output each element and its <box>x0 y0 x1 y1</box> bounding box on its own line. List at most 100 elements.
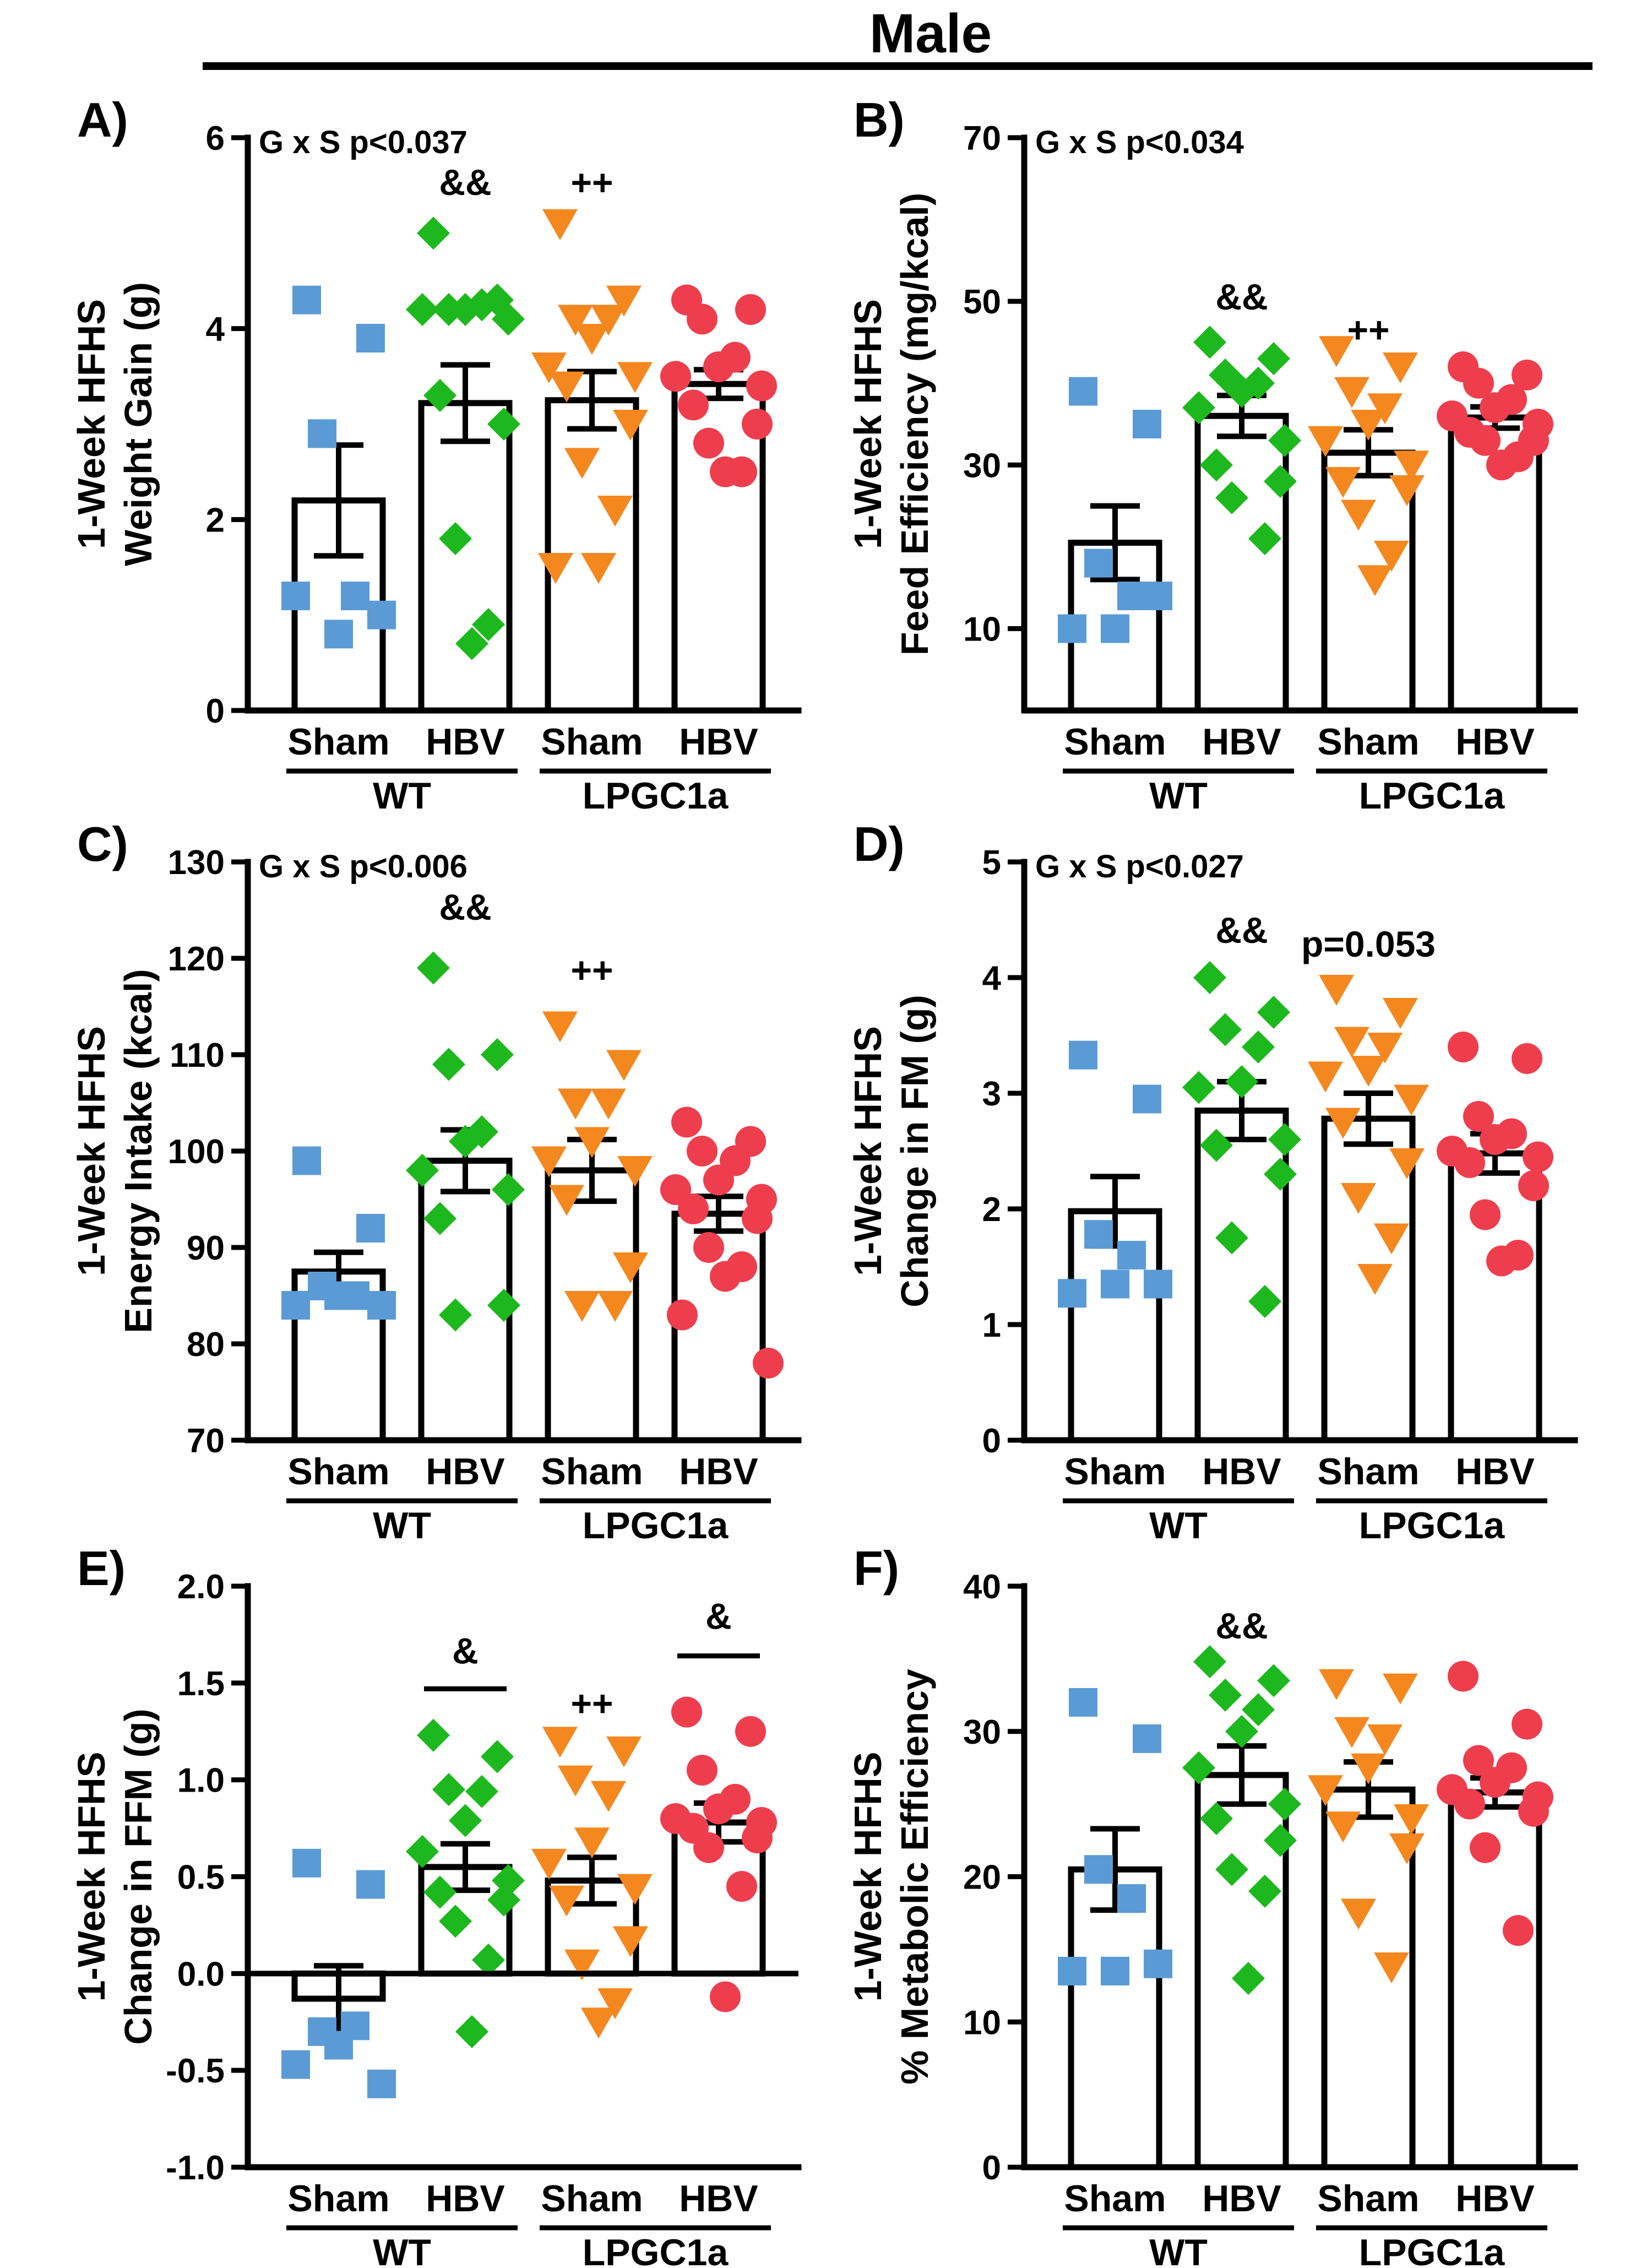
y-axis-label: 1-Week HFHS <box>846 1026 889 1276</box>
data-point <box>531 352 567 383</box>
data-point <box>606 1050 642 1081</box>
data-point <box>308 419 336 448</box>
y-axis-label: 1-Week HFHS <box>70 1752 113 2002</box>
data-point <box>1448 1661 1479 1692</box>
data-point <box>581 553 616 584</box>
data-point <box>742 409 773 440</box>
data-point <box>1225 375 1258 408</box>
data-point <box>1215 1853 1248 1886</box>
y-tick-label: 4 <box>982 959 1002 997</box>
data-point <box>1133 1724 1161 1753</box>
data-point <box>1248 522 1281 555</box>
data-point <box>449 1125 482 1158</box>
data-point <box>549 371 584 403</box>
significance-mark: & <box>705 1596 732 1636</box>
data-point <box>455 2015 488 2048</box>
figure-title: Male <box>869 3 992 64</box>
data-point <box>1367 1724 1403 1755</box>
data-point <box>1215 1221 1248 1255</box>
data-point <box>1200 1802 1233 1835</box>
data-point <box>356 1870 385 1899</box>
data-point <box>597 1291 633 1322</box>
data-point <box>492 1173 525 1206</box>
data-point <box>1264 465 1297 498</box>
group-label: WT <box>373 775 431 817</box>
data-point <box>417 951 450 985</box>
data-point <box>1268 1123 1301 1156</box>
y-tick-label: 0 <box>982 2149 1001 2187</box>
data-point <box>742 1203 773 1234</box>
data-point <box>606 285 642 317</box>
data-point <box>678 389 709 421</box>
data-point <box>1193 1645 1226 1679</box>
data-point <box>1503 1915 1534 1946</box>
data-point <box>406 293 439 326</box>
x-category-label: Sham <box>1064 1451 1166 1493</box>
significance-mark: ++ <box>570 1683 613 1724</box>
data-point <box>423 1875 456 1909</box>
data-point <box>367 2069 396 2098</box>
x-category-label: HBV <box>1202 2178 1281 2220</box>
data-point <box>324 1281 353 1310</box>
data-point <box>1200 448 1233 482</box>
data-point <box>1209 1013 1242 1046</box>
data-point <box>1193 325 1226 359</box>
data-point <box>1117 582 1146 610</box>
data-point <box>726 1871 757 1902</box>
y-tick-label: 130 <box>168 844 225 882</box>
data-point <box>492 302 525 336</box>
x-category-label: HBV <box>426 1451 505 1493</box>
data-point <box>1389 1833 1425 1864</box>
data-point <box>1058 614 1086 643</box>
data-point <box>1133 1084 1161 1114</box>
data-point <box>1133 410 1161 438</box>
group-label: WT <box>1149 1505 1208 1547</box>
data-point <box>1182 1071 1215 1104</box>
data-point <box>1308 426 1343 457</box>
data-point <box>558 1088 593 1120</box>
data-point <box>660 361 691 392</box>
data-point <box>710 456 741 487</box>
bar-1 <box>1194 1108 1289 1444</box>
data-point <box>1069 377 1097 406</box>
y-tick-label: 20 <box>963 1859 1001 1897</box>
data-point <box>542 209 578 240</box>
data-point <box>693 1832 724 1863</box>
data-point <box>1117 1241 1146 1269</box>
data-point <box>1144 582 1172 610</box>
data-point <box>1334 377 1369 408</box>
y-tick-label: 4 <box>206 311 225 349</box>
data-point <box>581 2007 616 2039</box>
y-tick-label: -1.0 <box>166 2149 225 2187</box>
y-tick-label: 110 <box>170 1037 225 1075</box>
data-point <box>1101 614 1129 643</box>
data-point <box>1334 1027 1369 1058</box>
data-point <box>487 1883 520 1917</box>
data-point <box>1357 1264 1393 1295</box>
y-tick-label: 30 <box>963 1713 1001 1751</box>
x-category-label: Sham <box>1317 1451 1419 1493</box>
data-point <box>1325 467 1361 498</box>
group-label: WT <box>1149 775 1208 817</box>
data-point <box>1101 1956 1129 1985</box>
data-point <box>687 303 718 335</box>
data-point <box>1319 336 1354 367</box>
interaction-stat: G x S p<0.006 <box>259 849 468 885</box>
data-point <box>1470 425 1501 456</box>
y-tick-label: 2.0 <box>177 1568 225 1606</box>
data-point <box>367 600 396 630</box>
y-axis-label: 1-Week HFHS <box>846 299 889 549</box>
x-category-label: HBV <box>679 721 758 763</box>
data-point <box>439 1905 472 1938</box>
data-point <box>281 582 310 610</box>
data-point <box>735 1716 766 1747</box>
y-tick-label: 90 <box>187 1229 225 1267</box>
bar-1 <box>418 400 513 714</box>
interaction-stat: G x S p<0.034 <box>1035 124 1244 160</box>
y-tick-label: 30 <box>963 447 1001 485</box>
data-point <box>406 1835 439 1868</box>
group-label: LPGC1a <box>583 1505 729 1547</box>
data-point <box>1480 1767 1510 1798</box>
data-point <box>1334 1717 1369 1748</box>
